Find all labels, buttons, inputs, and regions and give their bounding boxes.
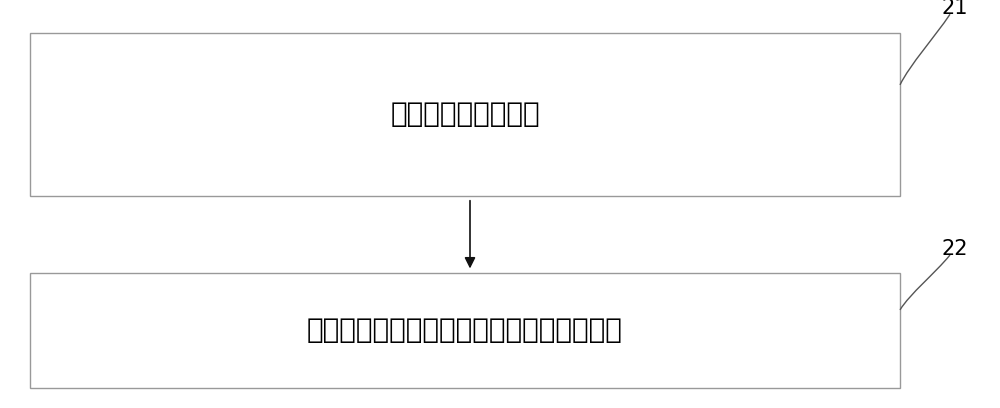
Bar xyxy=(30,33,900,196)
Text: 快速固溶热处理过程: 快速固溶热处理过程 xyxy=(390,100,540,128)
Text: 快速始于低温变温交变时效复合热处理过程: 快速始于低温变温交变时效复合热处理过程 xyxy=(307,317,623,344)
Text: 22: 22 xyxy=(942,239,968,259)
Bar xyxy=(30,273,900,388)
Text: 21: 21 xyxy=(942,0,968,18)
